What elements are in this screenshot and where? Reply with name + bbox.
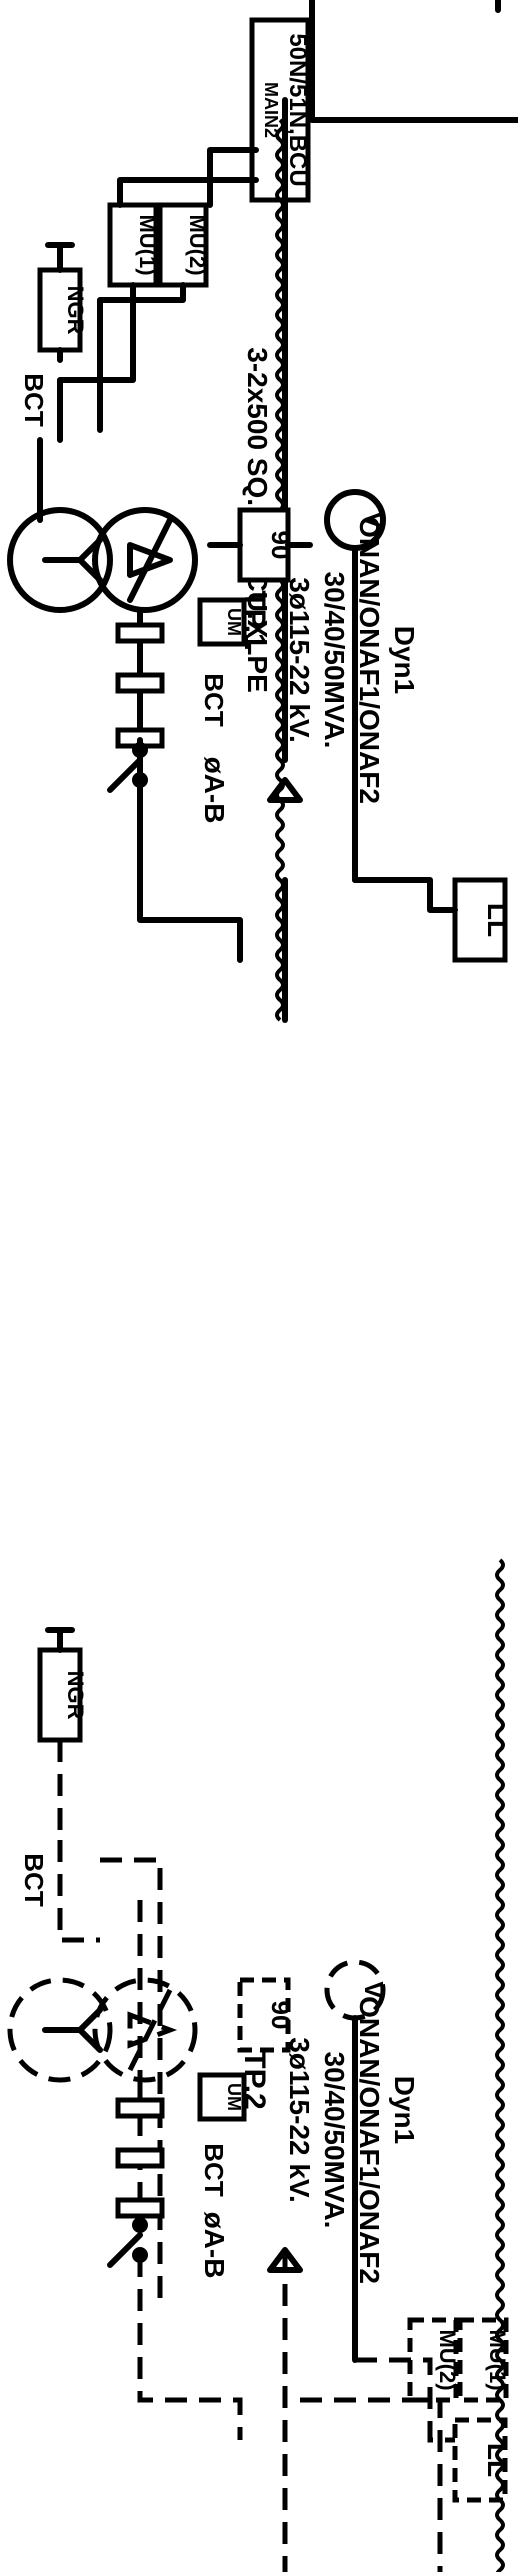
top-frame bbox=[309, 0, 518, 123]
svg-text:MU(2): MU(2) bbox=[185, 214, 210, 275]
main-bus-bottom bbox=[107, 2217, 303, 2572]
ngr-box-top: NGR bbox=[37, 242, 88, 363]
right-wiring-bottom bbox=[300, 2397, 443, 2572]
svg-text:NGR: NGR bbox=[63, 1671, 88, 1720]
svg-text:3ø115-22 kV.: 3ø115-22 kV. bbox=[284, 2037, 315, 2203]
bct-label-bottom-1: BCT bbox=[19, 1853, 49, 1907]
mu2-box: MU(2) bbox=[157, 202, 210, 288]
bct-label-top-1: BCT bbox=[19, 373, 49, 427]
svg-text:30/40/50MVA.: 30/40/50MVA. bbox=[319, 572, 350, 749]
main-bus-top bbox=[107, 97, 303, 963]
svg-text:LL: LL bbox=[482, 903, 513, 937]
svg-text:90: 90 bbox=[266, 2001, 296, 2030]
voltmeter-bottom: V 90 UM bbox=[197, 1959, 389, 2363]
svg-text:UM: UM bbox=[224, 2083, 244, 2111]
svg-text:BCT: BCT bbox=[199, 673, 229, 727]
bcu-box: 50N/51N,BCU MAIN2 bbox=[249, 17, 311, 203]
bcu-sub-label: MAIN2 bbox=[261, 82, 281, 138]
svg-text:MU(1): MU(1) bbox=[135, 214, 160, 275]
cable-bottom bbox=[495, 1558, 505, 2572]
svg-text:3ø115-22 kV.: 3ø115-22 kV. bbox=[284, 577, 315, 743]
svg-text:Dyn1: Dyn1 bbox=[389, 626, 420, 694]
voltmeter-top: V 90 UM bbox=[197, 489, 389, 883]
svg-text:30/40/50MVA.: 30/40/50MVA. bbox=[319, 2052, 350, 2229]
ct-stack-top: BCT bbox=[115, 607, 229, 749]
mu1-box: MU(1) bbox=[107, 202, 160, 288]
tp1-label: TP.1 3ø115-22 kV. 30/40/50MVA. ONAN/ONAF… bbox=[238, 516, 420, 804]
svg-text:UM: UM bbox=[224, 608, 244, 636]
svg-text:V: V bbox=[359, 511, 389, 529]
control-wiring-top bbox=[37, 147, 259, 523]
transformer-tp1 bbox=[7, 507, 198, 613]
ct-stack-bottom: BCT bbox=[115, 2080, 229, 2220]
svg-text:ONAN/ONAF1/ONAF2: ONAN/ONAF1/ONAF2 bbox=[354, 1996, 385, 2284]
ngr-box-bottom: NGR bbox=[37, 1627, 88, 1830]
phase-label-bottom: øA-B bbox=[199, 2212, 230, 2279]
svg-text:NGR: NGR bbox=[63, 286, 88, 335]
svg-text:ONAN/ONAF1/ONAF2: ONAN/ONAF1/ONAF2 bbox=[354, 516, 385, 804]
phase-label-top: øA-B bbox=[199, 757, 230, 824]
bcu-label: 50N/51N,BCU bbox=[284, 33, 311, 186]
svg-text:MU(2): MU(2) bbox=[435, 2329, 460, 2390]
svg-text:V: V bbox=[359, 1981, 389, 1999]
ll-box-top: LL bbox=[352, 877, 513, 963]
transformer-tp2 bbox=[7, 1977, 198, 2083]
svg-text:BCT: BCT bbox=[199, 2143, 229, 2197]
tp2-label: TP.2 3ø115-22 kV. 30/40/50MVA. ONAN/ONAF… bbox=[238, 1996, 420, 2284]
svg-text:Dyn1: Dyn1 bbox=[389, 2076, 420, 2144]
